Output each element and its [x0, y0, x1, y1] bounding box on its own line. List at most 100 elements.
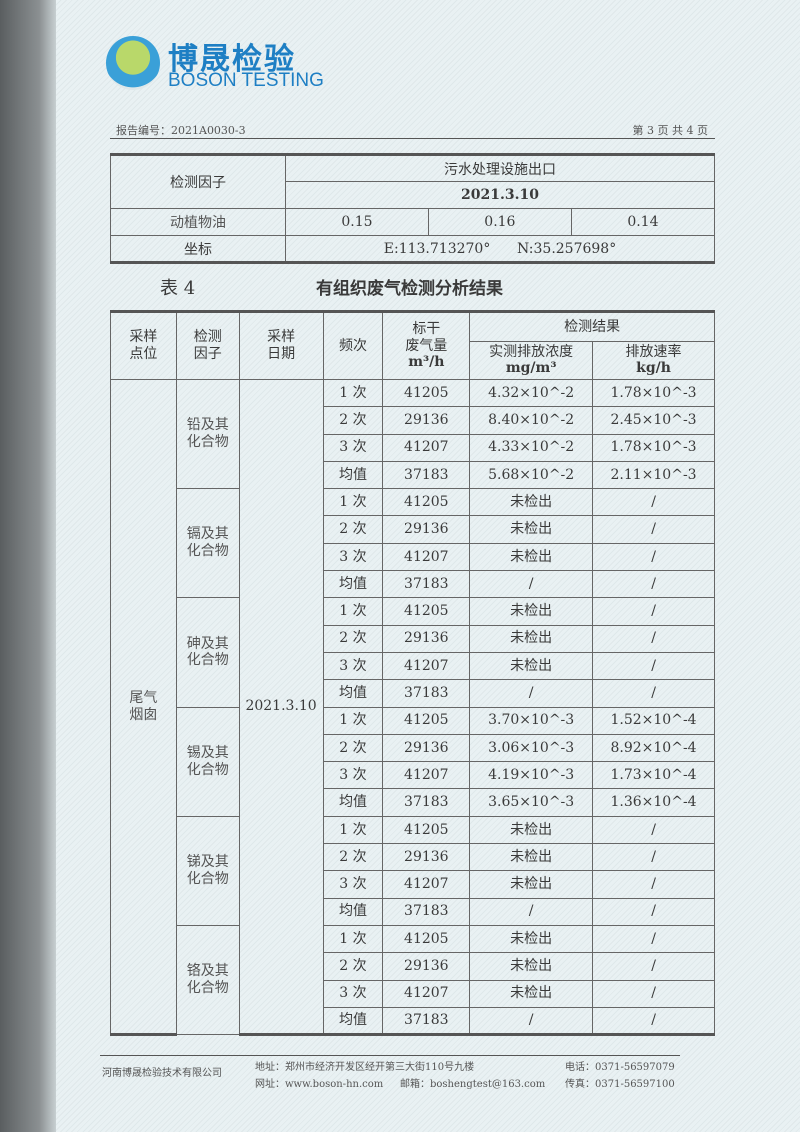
page-number: 第 3 页 共 4 页: [632, 124, 708, 137]
coord-e: E:113.713270°: [383, 240, 491, 257]
factor-name: 镉及其 化合物: [175, 488, 240, 599]
rate-value: 2.11×10^-3: [592, 460, 715, 490]
flow-value: 41205: [382, 706, 471, 735]
flow-value: 37183: [382, 788, 471, 817]
footer-fax: 传真：0371-56597100: [565, 1079, 675, 1090]
flow-value: 29136: [382, 624, 471, 653]
header-flow-unit: m³/h: [408, 354, 445, 371]
header-date: 采样 日期: [238, 310, 324, 380]
flow-value: 41207: [382, 979, 471, 1008]
flow-value: 29136: [382, 952, 471, 981]
rate-value: /: [592, 651, 715, 681]
exhaust-gas-table: 采样 点位 检测 因子 采样 日期 频次 标干 废气量 m³/h 检测结果 实测排…: [110, 310, 715, 1037]
flow-value: 29136: [382, 733, 471, 763]
table-row: 2 次 29136 8.40×10^-2 2.45×10^-3: [111, 406, 715, 435]
footer-website: 网址：www.boson-hn.com: [255, 1079, 384, 1090]
flow-value: 37183: [382, 1006, 471, 1037]
value: 0.15: [285, 208, 429, 236]
concentration-value: 未检出: [469, 515, 594, 544]
brand-name-en: BOSON TESTING: [168, 70, 324, 91]
rate-value: /: [592, 1006, 715, 1037]
flow-value: 29136: [382, 843, 471, 872]
site-name: 污水处理设施出口: [285, 153, 715, 182]
table-row: 均值 37183//: [111, 1006, 715, 1037]
frequency: 均值: [322, 570, 384, 599]
rate-value: /: [592, 897, 715, 926]
concentration-value: 未检出: [469, 952, 594, 981]
concentration-value: 未检出: [469, 815, 594, 845]
rate-value: 1.52×10^-4: [592, 706, 715, 735]
frequency: 1 次: [322, 924, 384, 954]
divider: [110, 138, 715, 139]
flow-value: 41205: [382, 378, 471, 408]
factor-name: 砷及其 化合物: [175, 597, 240, 708]
concentration-value: /: [469, 570, 594, 599]
concentration-value: 8.40×10^-2: [469, 406, 594, 435]
wastewater-table: 检测因子 污水处理设施出口 2021.3.10 动植物油 0.15 0.16 0…: [110, 153, 716, 264]
table-row: 锡及其 化合物 1 次 41205 3.70×10^-3 1.52×10^-4: [111, 706, 715, 817]
frequency: 2 次: [322, 515, 384, 544]
flow-value: 41207: [382, 870, 471, 899]
rate-value: /: [592, 542, 715, 572]
table-row: 2 次 29136 未检出 /: [111, 952, 715, 981]
rate-value: /: [592, 952, 715, 981]
frequency: 2 次: [322, 952, 384, 981]
frequency: 均值: [322, 460, 384, 490]
footer-email: 邮箱：boshengtest@163.com: [400, 1079, 546, 1090]
concentration-value: 3.06×10^-3: [469, 733, 594, 763]
flow-value: 41207: [382, 651, 471, 681]
flow-value: 37183: [382, 679, 471, 708]
concentration-value: 未检出: [469, 870, 594, 899]
rate-value: /: [592, 624, 715, 653]
flow-value: 37183: [382, 570, 471, 599]
frequency: 均值: [322, 1006, 384, 1037]
flow-value: 41207: [382, 433, 471, 462]
table-row: 铬及其 化合物 1 次 41205 未检出 /: [111, 924, 715, 1036]
table-number: 表 4: [160, 278, 196, 299]
frequency: 2 次: [322, 843, 384, 872]
rate-value: /: [592, 979, 715, 1008]
table-row: 均值 37183 3.65×10^-3 1.36×10^-4: [111, 788, 715, 817]
frequency: 3 次: [322, 979, 384, 1008]
table-row: 2 次 29136 未检出 /: [111, 515, 715, 544]
frequency: 2 次: [322, 733, 384, 763]
value: 0.16: [427, 208, 572, 236]
table-row: 2 次 29136 3.06×10^-3 8.92×10^-4: [111, 733, 715, 763]
flow-value: 41205: [382, 924, 471, 954]
coord-label: 坐标: [110, 235, 286, 264]
table-row: 尾气 烟囱 铅及其 化合物 2021.3.10 1 次 41205 4.32×10^-2 1…: [110, 378, 715, 1037]
table-row: 3 次 41207 未检出 /: [111, 979, 715, 1008]
concentration-value: 4.33×10^-2: [469, 433, 594, 462]
frequency: 1 次: [322, 597, 384, 626]
frequency: 3 次: [322, 651, 384, 681]
frequency: 3 次: [322, 542, 384, 572]
flow-value: 41207: [382, 542, 471, 572]
table-row: 3 次 41207 未检出 /: [111, 651, 715, 681]
scan-edge: [0, 0, 56, 1132]
footer-address: 地址：郑州市经济开发区经开第三大街110号九楼: [255, 1062, 475, 1073]
table-title: 有组织废气检测分析结果: [316, 279, 503, 299]
concentration-value: 未检出: [469, 597, 594, 626]
concentration-value: 未检出: [469, 542, 594, 572]
frequency: 2 次: [322, 624, 384, 653]
concentration-value: 未检出: [469, 651, 594, 681]
frequency: 1 次: [322, 378, 384, 408]
sample-date: 2021.3.10: [285, 181, 715, 209]
frequency: 1 次: [322, 706, 384, 735]
table-row: 均值 37183//: [111, 679, 715, 708]
header-rate: 排放速率: [625, 343, 682, 360]
concentration-value: 未检出: [469, 924, 594, 954]
rate-value: /: [592, 488, 715, 517]
sampling-point: 尾气 烟囱: [110, 378, 177, 1037]
flow-value: 41207: [382, 761, 471, 790]
flow-value: 37183: [382, 897, 471, 926]
flow-value: 29136: [382, 406, 471, 435]
factor-label: 检测因子: [110, 153, 286, 209]
header-frequency: 频次: [322, 310, 384, 380]
frequency: 1 次: [322, 815, 384, 845]
header-concentration-unit: mg/m³: [505, 360, 557, 377]
flow-value: 41205: [382, 815, 471, 845]
frequency: 3 次: [322, 761, 384, 790]
frequency: 1 次: [322, 488, 384, 517]
rate-value: 2.45×10^-3: [592, 406, 715, 435]
